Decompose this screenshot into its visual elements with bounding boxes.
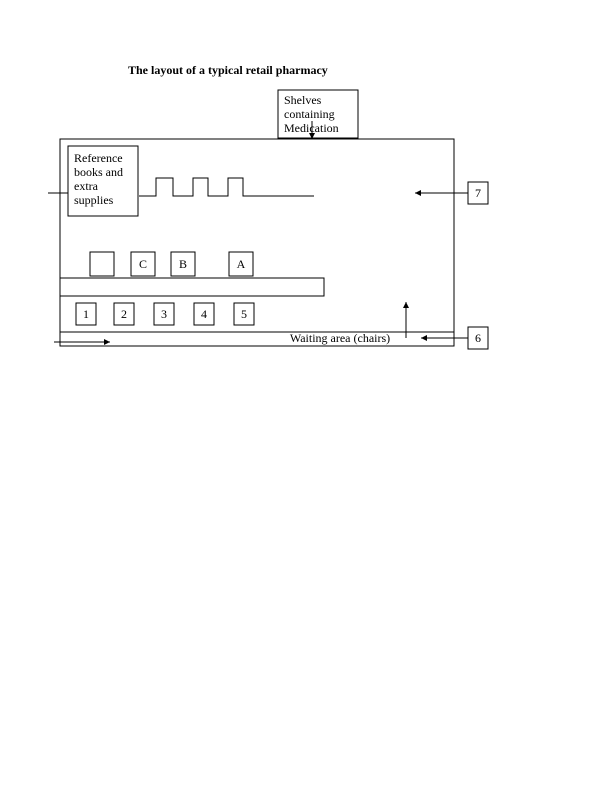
svg-text:Reference: Reference bbox=[74, 151, 123, 165]
svg-text:7: 7 bbox=[475, 186, 481, 200]
svg-text:2: 2 bbox=[121, 307, 127, 321]
page-title: The layout of a typical retail pharmacy bbox=[128, 63, 328, 77]
inner-divider bbox=[60, 278, 324, 296]
svg-text:A: A bbox=[237, 257, 246, 271]
svg-text:B: B bbox=[179, 257, 187, 271]
svg-text:Shelves: Shelves bbox=[284, 93, 322, 107]
svg-text:supplies: supplies bbox=[74, 193, 114, 207]
svg-text:containing: containing bbox=[284, 107, 335, 121]
svg-text:Medication: Medication bbox=[284, 121, 339, 135]
svg-text:books and: books and bbox=[74, 165, 123, 179]
svg-text:extra: extra bbox=[74, 179, 99, 193]
shelf-counter-outline bbox=[139, 178, 314, 196]
svg-text:4: 4 bbox=[201, 307, 207, 321]
svg-text:5: 5 bbox=[241, 307, 247, 321]
svg-text:C: C bbox=[139, 257, 147, 271]
svg-text:1: 1 bbox=[83, 307, 89, 321]
waiting-area-label: Waiting area (chairs) bbox=[290, 331, 390, 345]
svg-text:3: 3 bbox=[161, 307, 167, 321]
svg-text:6: 6 bbox=[475, 331, 481, 345]
pharmacy-layout-diagram: The layout of a typical retail pharmacy … bbox=[0, 0, 612, 792]
station-box-row2 bbox=[90, 252, 114, 276]
